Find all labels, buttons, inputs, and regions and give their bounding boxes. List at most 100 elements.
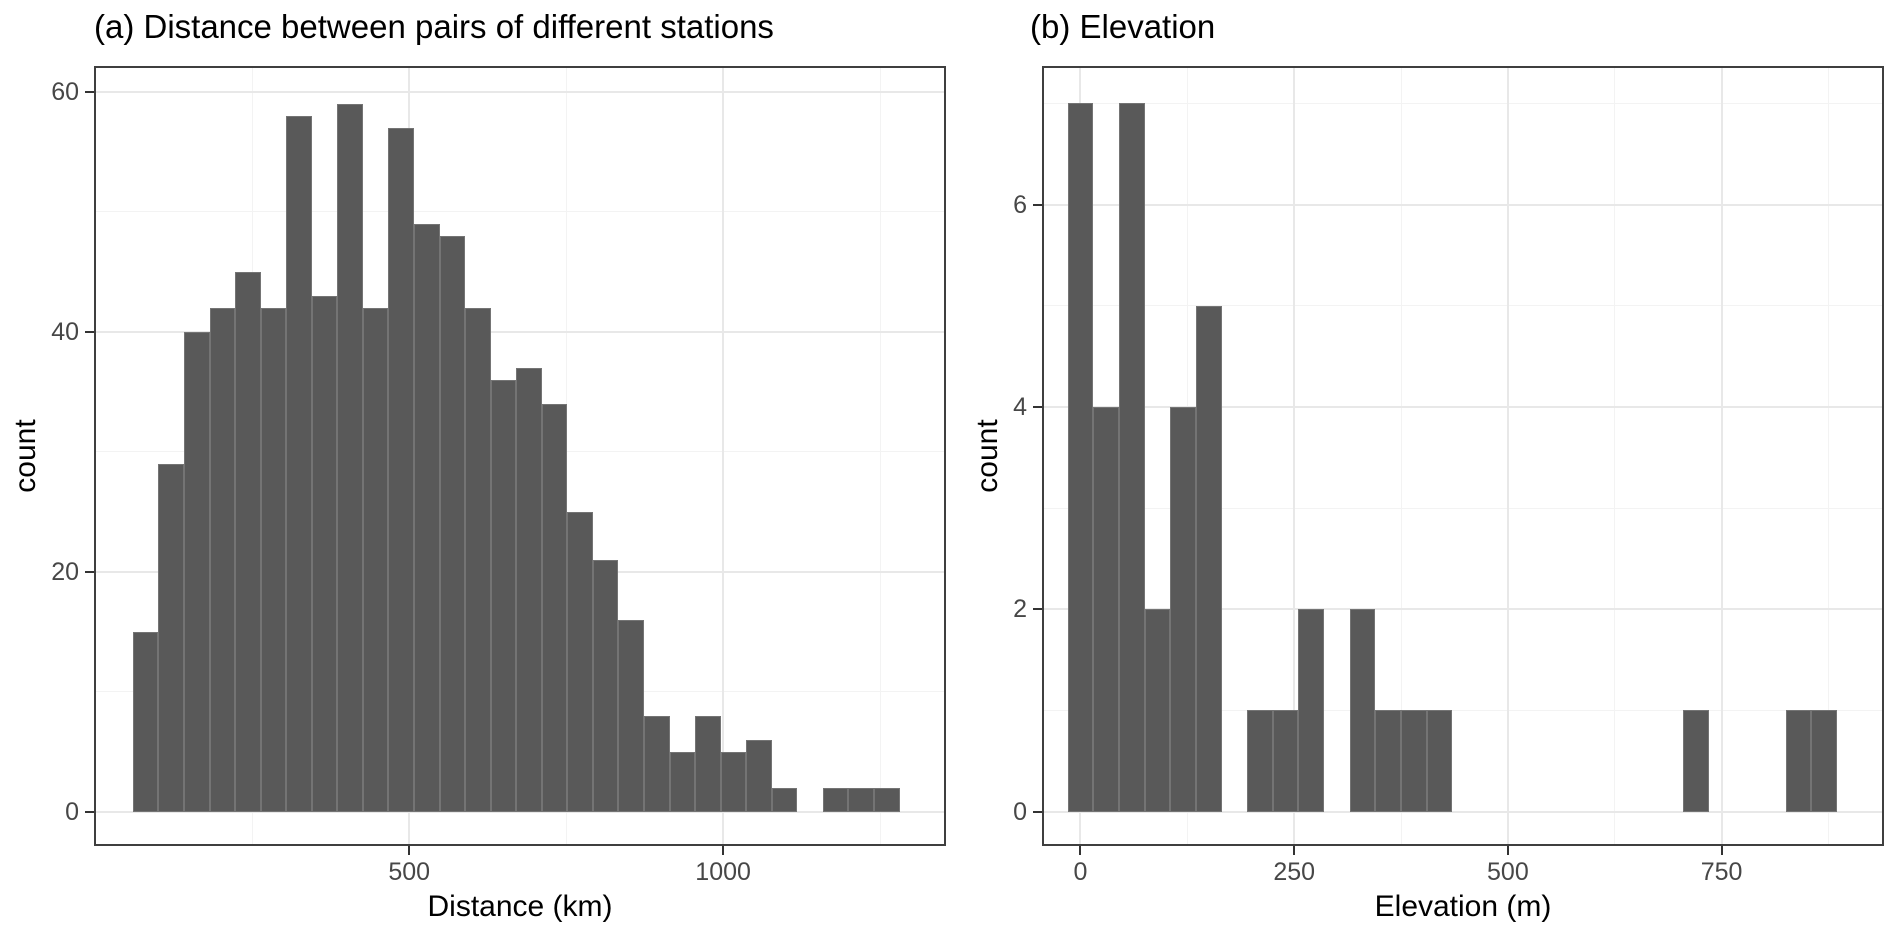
gridline-major-y (94, 810, 946, 813)
gridline-major-y (94, 90, 946, 93)
histogram-bar (1683, 710, 1709, 812)
histogram-bar (311, 295, 338, 812)
y-tick-label: 2 (1013, 595, 1027, 624)
histogram-bar (1811, 710, 1837, 812)
histogram-bar (1785, 710, 1812, 812)
histogram-bar (235, 271, 261, 812)
gridline-minor-x (1614, 66, 1616, 846)
x-tick-label: 1000 (695, 858, 751, 886)
gridline-minor-y (94, 211, 946, 213)
x-axis-tick (1293, 846, 1296, 855)
x-tick-label: 750 (1700, 858, 1743, 886)
y-tick-label: 20 (51, 557, 79, 586)
histogram-bar (414, 223, 440, 812)
histogram-bar (669, 751, 696, 812)
gridline-major-x (1720, 66, 1723, 846)
x-axis-title: Elevation (m) (1374, 890, 1552, 923)
histogram-bar (1170, 406, 1196, 812)
x-tick-label: 500 (1487, 858, 1529, 886)
gridline-major-y (1042, 810, 1884, 813)
y-axis-tick (1033, 810, 1042, 813)
gridline-minor-y (1042, 305, 1884, 307)
y-axis-tick (85, 330, 94, 333)
y-axis-tick (1033, 608, 1042, 611)
histogram-bar (592, 559, 619, 812)
y-tick-label: 0 (65, 797, 79, 826)
gridline-major-x (1506, 66, 1509, 846)
histogram-bar (1247, 710, 1273, 812)
x-axis-title: Distance (km) (427, 890, 613, 923)
gridline-minor-y (1042, 102, 1884, 104)
histogram-bar (439, 235, 466, 812)
x-axis-tick (1506, 846, 1509, 855)
gridline-major-y (1042, 405, 1884, 408)
histogram-bar (1272, 710, 1299, 812)
gridline-major-y (94, 330, 946, 333)
y-tick-label: 4 (1013, 392, 1027, 421)
y-axis-title: count (9, 419, 42, 493)
x-axis-tick (1079, 846, 1082, 855)
histogram-bar (695, 715, 721, 812)
y-axis-tick (85, 90, 94, 93)
histogram-bar (1144, 609, 1171, 812)
histogram-bar (362, 307, 389, 812)
gridline-major-y (1042, 203, 1884, 206)
histogram-bar (720, 751, 747, 812)
histogram-bar (822, 787, 849, 812)
histogram-bar (1118, 103, 1145, 812)
histogram-bar (873, 787, 900, 812)
histogram-bar (1298, 609, 1325, 812)
histogram-bar (1375, 710, 1402, 812)
histogram-bar (388, 127, 414, 812)
histogram-bar (490, 379, 517, 812)
gridline-major-x (1293, 66, 1296, 846)
gridline-minor-y (1042, 507, 1884, 509)
histogram-bar (465, 307, 491, 812)
y-tick-label: 0 (1013, 797, 1027, 826)
y-axis-tick (85, 570, 94, 573)
x-tick-label: 250 (1273, 858, 1316, 886)
x-axis-tick (722, 846, 725, 855)
gridline-major-x (722, 66, 725, 846)
y-tick-label: 6 (1013, 190, 1027, 219)
histogram-bar (516, 367, 542, 812)
panel-title: (a) Distance between pairs of different … (94, 8, 774, 45)
histogram-bar (1349, 609, 1376, 812)
y-tick-label: 40 (51, 317, 79, 346)
histogram-bar (541, 403, 568, 812)
x-axis-tick (1720, 846, 1723, 855)
histogram-bar (209, 307, 236, 812)
histogram-bar (1426, 710, 1453, 812)
histogram-bar (771, 787, 798, 812)
x-tick-label: 0 (1073, 858, 1088, 886)
y-tick-label: 60 (51, 77, 79, 106)
histogram-bar (1401, 710, 1427, 812)
gridline-minor-x (1400, 66, 1402, 846)
histogram-bar (158, 463, 185, 812)
y-axis-tick (1033, 405, 1042, 408)
histogram-bar (337, 103, 363, 812)
histogram-bar (567, 511, 593, 812)
histogram-bar (1067, 103, 1094, 812)
histogram-bar (184, 331, 210, 812)
gridline-minor-y (1042, 709, 1884, 711)
x-axis-tick (408, 846, 411, 855)
histogram-bar (1093, 406, 1119, 812)
y-axis-tick (1033, 203, 1042, 206)
histogram-bar (746, 739, 772, 812)
gridline-minor-x (1827, 66, 1829, 846)
histogram-bar (848, 787, 874, 812)
gridline-minor-x (879, 66, 881, 846)
x-tick-label: 500 (388, 858, 431, 886)
histogram-bar (618, 619, 644, 812)
histogram-bar (260, 307, 287, 812)
histogram-bar (644, 715, 670, 812)
y-axis-tick (85, 810, 94, 813)
histogram-bar (1195, 305, 1222, 812)
histogram-bar (132, 631, 159, 812)
y-axis-title: count (971, 419, 1004, 493)
panel-title: (b) Elevation (1030, 8, 1216, 45)
gridline-major-y (1042, 608, 1884, 611)
histogram-bar (286, 115, 312, 812)
